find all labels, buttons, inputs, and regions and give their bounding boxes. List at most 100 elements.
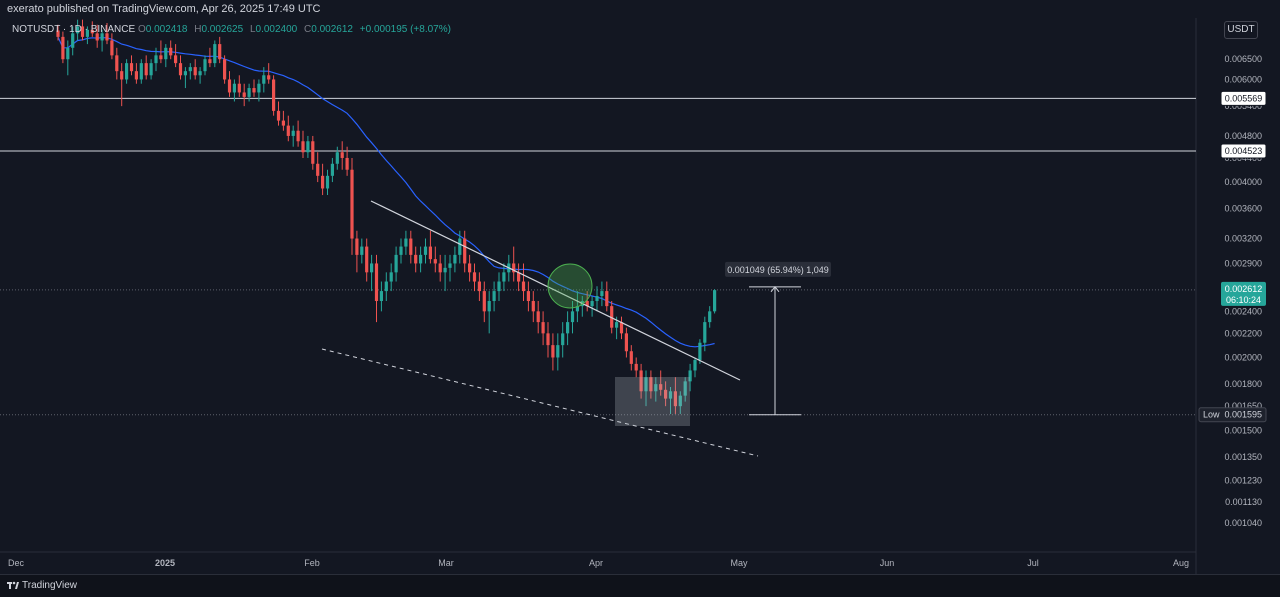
candle-body-30	[203, 59, 207, 72]
low-label-value: 0.001595	[1224, 410, 1262, 420]
candle-body-61	[355, 238, 359, 255]
price-tick-8: 0.002900	[1224, 258, 1262, 268]
drawings: 0.001049 (65.94%) 1,049	[321, 200, 831, 457]
candle-body-65	[374, 263, 379, 302]
candle-body-106	[575, 306, 579, 312]
candle-body-105	[570, 311, 575, 323]
candle-body-17	[139, 63, 143, 80]
level-label-bg-0	[1220, 90, 1267, 106]
price-tick-10: 0.002200	[1224, 328, 1262, 338]
candle-body-78	[438, 263, 442, 273]
candle-body-115	[619, 322, 624, 334]
candle-body-73	[414, 254, 418, 264]
candle-body-42	[262, 75, 266, 84]
candle-body-26	[183, 71, 187, 76]
last-price-label: 0.002612	[1225, 284, 1263, 294]
candle-body-66	[379, 291, 383, 302]
price-tick-5: 0.004000	[1224, 177, 1262, 187]
currency-button[interactable]: USDT	[1224, 21, 1258, 39]
candle-body-101	[551, 345, 555, 358]
symbol-label[interactable]: NOTUSDT · 1D · BINANCE	[12, 24, 136, 35]
candle-body-116	[624, 333, 628, 352]
candle-body-118	[634, 363, 638, 371]
consolidation-box	[615, 377, 690, 426]
candle-body-134	[713, 290, 717, 312]
candle-body-133	[708, 311, 712, 323]
candle-body-46	[281, 120, 285, 126]
candle-body-48	[291, 130, 295, 136]
candle-body-84	[468, 263, 472, 273]
candle-body-36	[232, 83, 236, 93]
publisher-line: exerato published on TradingView.com, Ap…	[7, 3, 321, 15]
candle-body-0	[56, 30, 60, 37]
candle-body-39	[247, 88, 251, 97]
candle-body-23	[169, 47, 173, 56]
candle-body-33	[218, 44, 222, 60]
price-tick-9: 0.002400	[1224, 306, 1262, 316]
chart-area[interactable]: 0.001049 (65.94%) 1,049 0.006500 0.006000…	[0, 18, 1280, 574]
price-tick-12: 0.001800	[1224, 379, 1262, 389]
candle-body-3	[71, 33, 75, 48]
candle-body-67	[384, 281, 388, 292]
candle-body-72	[409, 238, 413, 255]
candle-body-6	[85, 29, 89, 37]
time-tick-2: Feb	[304, 558, 320, 568]
candle-body-43	[267, 75, 271, 80]
candle-body-103	[561, 333, 565, 346]
candle-body-122	[654, 384, 658, 392]
candle-body-15	[129, 63, 134, 72]
candle-body-91	[502, 272, 506, 282]
price-tick-11: 0.002000	[1224, 352, 1262, 362]
candle-body-109	[590, 301, 594, 307]
candle-body-41	[257, 83, 261, 93]
candle-body-69	[394, 254, 398, 273]
candle-body-58	[340, 152, 344, 158]
time-tick-3: Mar	[438, 558, 454, 568]
candle-body-127	[678, 395, 682, 407]
candle-body-38	[242, 92, 246, 97]
candle-body-97	[531, 301, 535, 312]
candle-body-11	[110, 40, 114, 56]
candle-body-52	[311, 141, 315, 164]
candle-body-90	[497, 281, 501, 292]
candle-body-121	[649, 377, 653, 392]
change-value: +0.000195 (+8.07%)	[359, 24, 451, 35]
candle-body-83	[463, 238, 467, 264]
high-value: 0.002625	[201, 24, 244, 35]
candle-body-18	[144, 63, 148, 76]
candle-body-10	[105, 33, 109, 41]
time-tick-5: May	[730, 558, 748, 568]
open-label: O	[137, 24, 146, 35]
chart-background	[0, 18, 1280, 574]
price-axis[interactable]: 0.0065000.0060000.0054000.0048000.004400…	[1198, 54, 1267, 528]
price-tick-0: 0.006500	[1224, 54, 1262, 64]
candlestick-chart[interactable]: 0.001049 (65.94%) 1,049 0.006500 0.006000…	[0, 18, 1280, 574]
candle-body-128	[683, 381, 687, 396]
price-tick-18: 0.001040	[1224, 518, 1262, 528]
candle-body-126	[673, 391, 677, 407]
candle-body-50	[301, 141, 305, 153]
price-tick-13: 0.001650	[1224, 401, 1262, 411]
candle-body-28	[193, 67, 197, 76]
time-tick-4: Apr	[589, 558, 603, 568]
countdown-label: 06:10:24	[1226, 295, 1261, 305]
time-axis[interactable]: Dec 2025 Feb Mar Apr May Jun Jul Aug	[8, 558, 1189, 568]
candle-body-16	[134, 71, 138, 80]
candle-body-64	[370, 263, 374, 273]
candle-body-7	[90, 29, 94, 34]
candle-body-113	[610, 306, 614, 328]
candle-body-1	[61, 36, 65, 60]
candle-body-93	[512, 263, 516, 273]
measure-label: 0.001049 (65.94%) 1,049	[727, 265, 829, 275]
candle-body-85	[472, 272, 477, 282]
candle-body-62	[360, 246, 364, 255]
candle-body-123	[659, 384, 663, 390]
candle-body-124	[664, 389, 668, 399]
last-price-label-bg	[1221, 281, 1266, 306]
candle-body-94	[517, 272, 521, 282]
candle-body-70	[399, 246, 403, 255]
price-tick-15: 0.001350	[1224, 452, 1262, 462]
candle-body-24	[174, 55, 178, 64]
candle-body-35	[227, 79, 232, 93]
horizontal-levels	[0, 97, 1196, 416]
